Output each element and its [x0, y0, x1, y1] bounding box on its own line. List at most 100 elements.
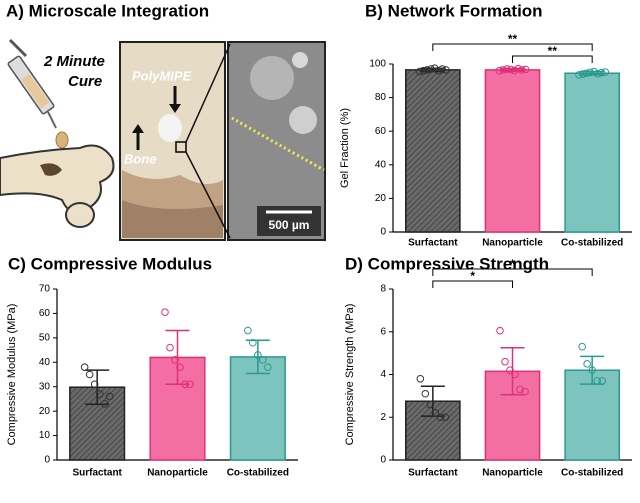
data-point [514, 64, 522, 73]
data-point [575, 71, 583, 79]
y-axis-label: Compressive Modulus (MPa) [6, 304, 18, 446]
data-point [95, 390, 104, 398]
data-point [496, 326, 504, 335]
y-tick-label: 60 [39, 308, 51, 319]
chart-title: C) Compressive Modulus [8, 254, 212, 273]
data-point [421, 389, 430, 398]
y-tick-label: 70 [39, 284, 51, 295]
data-point [598, 377, 606, 385]
polymipe-blob [158, 114, 182, 142]
bone-icon [0, 144, 115, 214]
data-point [90, 380, 99, 389]
bone-icon [65, 202, 95, 228]
bar [564, 72, 621, 233]
data-point [431, 409, 440, 417]
data-point [582, 69, 591, 78]
data-point [586, 68, 595, 77]
significance-bracket [432, 268, 593, 276]
data-point [521, 387, 529, 396]
y-tick-label: 30 [39, 381, 51, 392]
data-point [161, 308, 169, 317]
syringe-icon [7, 38, 69, 149]
chart-title: B) Network Formation [365, 1, 543, 20]
data-point [186, 380, 194, 389]
data-point [416, 374, 425, 383]
data-point [590, 67, 598, 76]
scale-bar-label: 500 µm [269, 218, 310, 232]
data-point [244, 326, 252, 335]
data-point [80, 363, 89, 371]
material-label: PolyMIPE [132, 68, 192, 83]
y-tick-label: 0 [380, 227, 386, 238]
y-tick-label: 60 [375, 126, 387, 137]
x-tick-label: Co-stabilized [561, 238, 623, 249]
y-tick-label: 50 [39, 332, 51, 343]
y-tick-label: 0 [380, 455, 386, 466]
data-point [518, 66, 526, 74]
x-tick-label: Co-stabilized [227, 468, 289, 479]
data-point [85, 370, 94, 379]
y-tick-label: 6 [380, 326, 386, 337]
x-tick-label: Surfactant [72, 468, 122, 479]
zoom-line [185, 151, 231, 239]
data-point [521, 65, 530, 74]
y-tick-label: 10 [39, 430, 51, 441]
data-point [426, 400, 435, 409]
data-point [264, 363, 272, 371]
y-axis-label: Gel Fraction (%) [339, 108, 351, 188]
y-tick-label: 40 [375, 159, 387, 170]
sem-pore [292, 52, 308, 68]
data-point [436, 413, 445, 422]
x-tick-label: Nanoparticle [147, 468, 208, 479]
data-point [506, 366, 514, 375]
x-tick-label: Co-stabilized [561, 468, 623, 479]
panel-title: A) Microscale Integration [6, 1, 209, 20]
data-point [105, 392, 114, 401]
y-tick-label: 2 [380, 412, 386, 423]
significance-label: * [510, 257, 515, 271]
data-point [430, 64, 439, 72]
x-tick-label: Nanoparticle [482, 468, 543, 479]
x-tick-label: Nanoparticle [482, 238, 543, 249]
data-point [171, 356, 179, 364]
data-point [510, 66, 519, 75]
data-point [249, 338, 257, 347]
zoom-box [175, 141, 187, 153]
data-point [578, 342, 586, 351]
data-point [597, 68, 606, 77]
x-tick-label: Surfactant [408, 238, 458, 249]
y-tick-label: 100 [369, 59, 386, 70]
data-point [423, 66, 432, 74]
sem-pore [289, 106, 317, 134]
data-point [166, 343, 174, 352]
significance-bracket [432, 280, 513, 288]
data-point [499, 66, 507, 74]
data-point [438, 65, 447, 73]
bar [484, 69, 541, 233]
data-point [583, 360, 591, 368]
chart-title: D) Compressive Strength [345, 254, 549, 273]
y-tick-label: 4 [380, 369, 386, 380]
data-point [601, 68, 610, 76]
zoom-line [185, 43, 231, 143]
data-point [506, 65, 515, 74]
y-tick-label: 80 [375, 92, 387, 103]
y-tick-label: 40 [39, 357, 51, 368]
data-point [511, 370, 519, 379]
significance-bracket [432, 43, 593, 51]
data-point [100, 400, 109, 408]
data-point [415, 67, 424, 76]
data-point [442, 66, 450, 74]
significance-label: ** [508, 32, 518, 46]
cure-label: Cure [68, 73, 102, 90]
y-tick-label: 20 [375, 193, 387, 204]
arrow [132, 124, 144, 133]
arrow [169, 104, 181, 113]
data-point [434, 66, 443, 75]
data-point [503, 65, 511, 73]
data-point [593, 377, 601, 385]
data-point [588, 366, 596, 375]
bone-label: Bone [124, 151, 157, 166]
panel-a: A) Microscale Integration 2 Minute Cure … [0, 1, 326, 241]
